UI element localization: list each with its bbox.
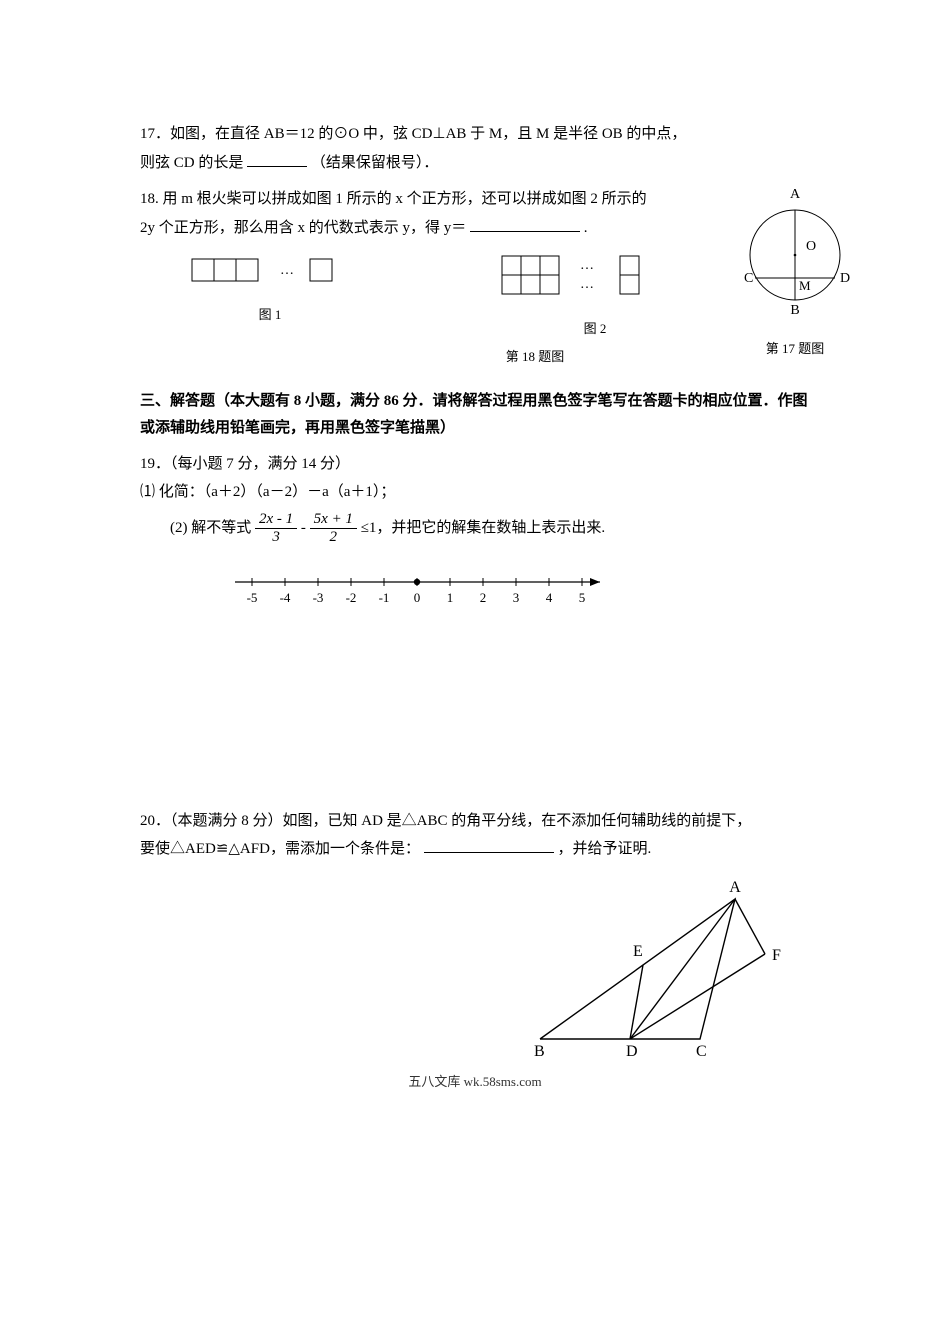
- q18-line2: 2y 个正方形，那么用含 x 的代数式表示 y，得 y＝ .: [140, 214, 810, 243]
- label-A: A: [729, 879, 741, 896]
- label-O: O: [806, 239, 816, 254]
- label-A: A: [790, 187, 801, 202]
- label-B: B: [790, 303, 799, 318]
- svg-text:-5: -5: [247, 590, 258, 605]
- q18-fig1: … 图 1: [190, 252, 350, 341]
- q17-line1: 17．如图，在直径 AB＝12 的⊙O 中，弦 CD⊥AB 于 M，且 M 是半…: [140, 120, 810, 149]
- label-E: E: [633, 943, 643, 960]
- question-19: 19．（每小题 7 分，满分 14 分） ⑴ 化简：（a＋2）（a－2）－a（a…: [140, 450, 810, 627]
- label-C: C: [744, 271, 753, 286]
- number-line: -5 -4 -3 -2 -1 0 1 2 3 4 5: [220, 566, 810, 627]
- q19-frac2: 5x + 1 2: [310, 511, 357, 547]
- q18-blank: [470, 217, 580, 232]
- q18-fig2: … … 图 2: [500, 252, 690, 341]
- label-B: B: [534, 1043, 545, 1060]
- svg-text:0: 0: [414, 590, 421, 605]
- q18-main-caption: 第 18 题图: [260, 345, 810, 370]
- q17-figure: A O C D M B 第 17 题图: [730, 180, 860, 361]
- label-M: M: [799, 278, 811, 293]
- circle-diagram: A O C D M B: [730, 180, 860, 320]
- q17-line2: 则弦 CD 的长是 （结果保留根号）．: [140, 149, 810, 178]
- q19-sub2: (2) 解不等式 2x - 1 3 - 5x + 1 2 ≤1，并把它的解集在数…: [170, 511, 810, 547]
- svg-text:-1: -1: [379, 590, 390, 605]
- question-18: 18. 用 m 根火柴可以拼成如图 1 所示的 x 个正方形，还可以拼成如图 2…: [140, 185, 810, 370]
- svg-text:…: …: [580, 258, 595, 273]
- section-3-header: 三、解答题（本大题有 8 小题，满分 86 分．请将解答过程用黑色签字笔写在答题…: [140, 388, 810, 442]
- q17-blank: [247, 152, 307, 167]
- page-footer: 五八文库 wk.58sms.com: [0, 1070, 950, 1095]
- svg-text:…: …: [580, 277, 595, 292]
- svg-text:1: 1: [447, 590, 454, 605]
- label-D: D: [840, 271, 850, 286]
- svg-text:-3: -3: [313, 590, 324, 605]
- question-17: 17．如图，在直径 AB＝12 的⊙O 中，弦 CD⊥AB 于 M，且 M 是半…: [140, 120, 810, 177]
- q19-sub1: ⑴ 化简：（a＋2）（a－2）－a（a＋1）；: [140, 478, 810, 507]
- label-D: D: [626, 1043, 638, 1060]
- q20-line2: 要使△AED≌△AFD，需添加一个条件是： ，并给予证明.: [140, 835, 810, 864]
- q17-figure-caption: 第 17 题图: [730, 337, 860, 362]
- number-line-svg: -5 -4 -3 -2 -1 0 1 2 3 4 5: [220, 566, 620, 616]
- q19-frac1: 2x - 1 3: [255, 511, 297, 547]
- question-20: 20．（本题满分 8 分）如图，已知 AD 是△ABC 的角平分线，在不添加任何…: [140, 807, 810, 1075]
- q19-header: 19．（每小题 7 分，满分 14 分）: [140, 450, 810, 479]
- q20-line1: 20．（本题满分 8 分）如图，已知 AD 是△ABC 的角平分线，在不添加任何…: [140, 807, 810, 836]
- svg-text:-2: -2: [346, 590, 357, 605]
- svg-text:…: …: [280, 263, 295, 278]
- q18-line1: 18. 用 m 根火柴可以拼成如图 1 所示的 x 个正方形，还可以拼成如图 2…: [140, 185, 810, 214]
- q20-triangle-svg: A E F B D C: [520, 874, 800, 1064]
- q18-fig1-svg: …: [190, 252, 350, 286]
- svg-text:-4: -4: [280, 590, 291, 605]
- q18-fig2-svg: … …: [500, 252, 690, 300]
- q20-figure: A E F B D C: [520, 874, 810, 1075]
- svg-text:3: 3: [513, 590, 520, 605]
- svg-text:5: 5: [579, 590, 586, 605]
- q18-fig2-caption: 图 2: [500, 317, 690, 342]
- q18-figures: … 图 1 … … 图 2: [190, 252, 810, 341]
- svg-text:4: 4: [546, 590, 553, 605]
- label-F: F: [772, 947, 781, 964]
- q18-fig1-caption: 图 1: [190, 303, 350, 328]
- svg-text:2: 2: [480, 590, 487, 605]
- label-C: C: [696, 1043, 707, 1060]
- q20-blank: [424, 838, 554, 853]
